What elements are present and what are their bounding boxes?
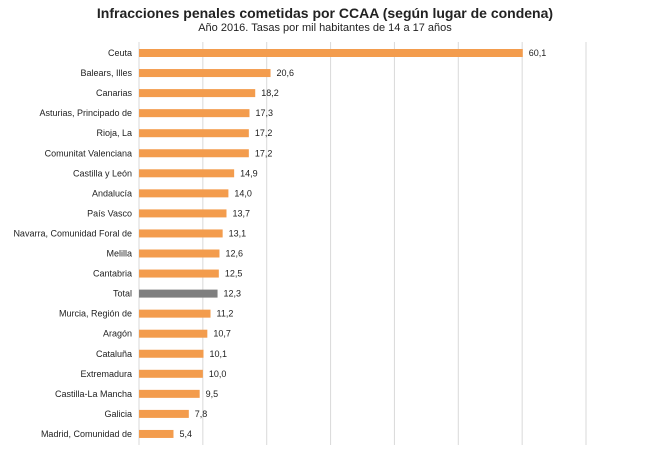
data-label: 17,3 bbox=[255, 108, 273, 118]
data-label: 10,7 bbox=[213, 329, 231, 339]
data-label: 5,4 bbox=[179, 429, 192, 439]
data-label: 12,3 bbox=[224, 289, 242, 299]
bar bbox=[139, 429, 174, 438]
bar bbox=[139, 49, 523, 57]
data-label: 17,2 bbox=[255, 128, 273, 138]
category-label: Cataluña bbox=[96, 349, 132, 359]
bar bbox=[139, 69, 271, 78]
data-label: 9,5 bbox=[206, 389, 219, 399]
category-label: Galicia bbox=[104, 409, 132, 419]
bar bbox=[139, 169, 235, 178]
data-label: 7,8 bbox=[195, 409, 208, 419]
category-label: Navarra, Comunidad Foral de bbox=[13, 228, 132, 238]
category-label: Canarias bbox=[96, 88, 133, 98]
bar bbox=[139, 329, 208, 338]
data-label: 12,6 bbox=[225, 249, 243, 259]
category-label: Andalucía bbox=[92, 188, 132, 198]
bar bbox=[139, 149, 249, 158]
category-label: Total bbox=[113, 289, 132, 299]
bar bbox=[139, 189, 229, 198]
bar bbox=[139, 109, 250, 118]
data-label: 10,0 bbox=[209, 369, 227, 379]
category-label: Murcia, Región de bbox=[59, 309, 132, 319]
bar bbox=[139, 369, 203, 378]
data-label: 14,0 bbox=[234, 188, 252, 198]
chart-title: Infracciones penales cometidas por CCAA … bbox=[96, 5, 554, 21]
category-label: Ceuta bbox=[108, 48, 132, 58]
category-label: Aragón bbox=[103, 329, 132, 339]
category-label: Madrid, Comunidad de bbox=[41, 429, 132, 439]
bar bbox=[139, 249, 220, 258]
bar bbox=[139, 389, 200, 398]
category-label: Asturias, Principado de bbox=[39, 108, 132, 118]
data-label: 11,2 bbox=[217, 309, 234, 319]
bar bbox=[139, 89, 256, 98]
bar bbox=[139, 209, 227, 218]
chart-subtitle: Año 2016. Tasas por mil habitantes de 14… bbox=[198, 22, 452, 34]
data-label: 13,7 bbox=[232, 208, 250, 218]
bar bbox=[139, 229, 223, 238]
data-label: 10,1 bbox=[209, 349, 227, 359]
category-label: País Vasco bbox=[87, 208, 132, 218]
category-label: Balears, Illes bbox=[80, 68, 132, 78]
bar bbox=[139, 289, 218, 298]
bar bbox=[139, 409, 189, 418]
category-label: Castilla y León bbox=[73, 168, 132, 178]
bar bbox=[139, 309, 211, 318]
data-label: 13,1 bbox=[229, 228, 247, 238]
category-label: Extremadura bbox=[80, 369, 132, 379]
category-label: Castilla-La Mancha bbox=[55, 389, 132, 399]
category-label: Rioja, La bbox=[96, 128, 132, 138]
category-label: Melilla bbox=[106, 249, 132, 259]
category-label: Cantabria bbox=[93, 269, 132, 279]
data-label: 17,2 bbox=[255, 148, 273, 158]
category-label: Comunitat Valenciana bbox=[45, 148, 132, 158]
bar bbox=[139, 349, 204, 358]
data-label: 20,6 bbox=[277, 68, 295, 78]
bar bbox=[139, 269, 219, 278]
bar bbox=[139, 129, 249, 138]
data-label: 60,1 bbox=[529, 48, 547, 58]
data-label: 18,2 bbox=[261, 88, 279, 98]
data-label: 12,5 bbox=[225, 269, 243, 279]
data-label: 14,9 bbox=[240, 168, 258, 178]
